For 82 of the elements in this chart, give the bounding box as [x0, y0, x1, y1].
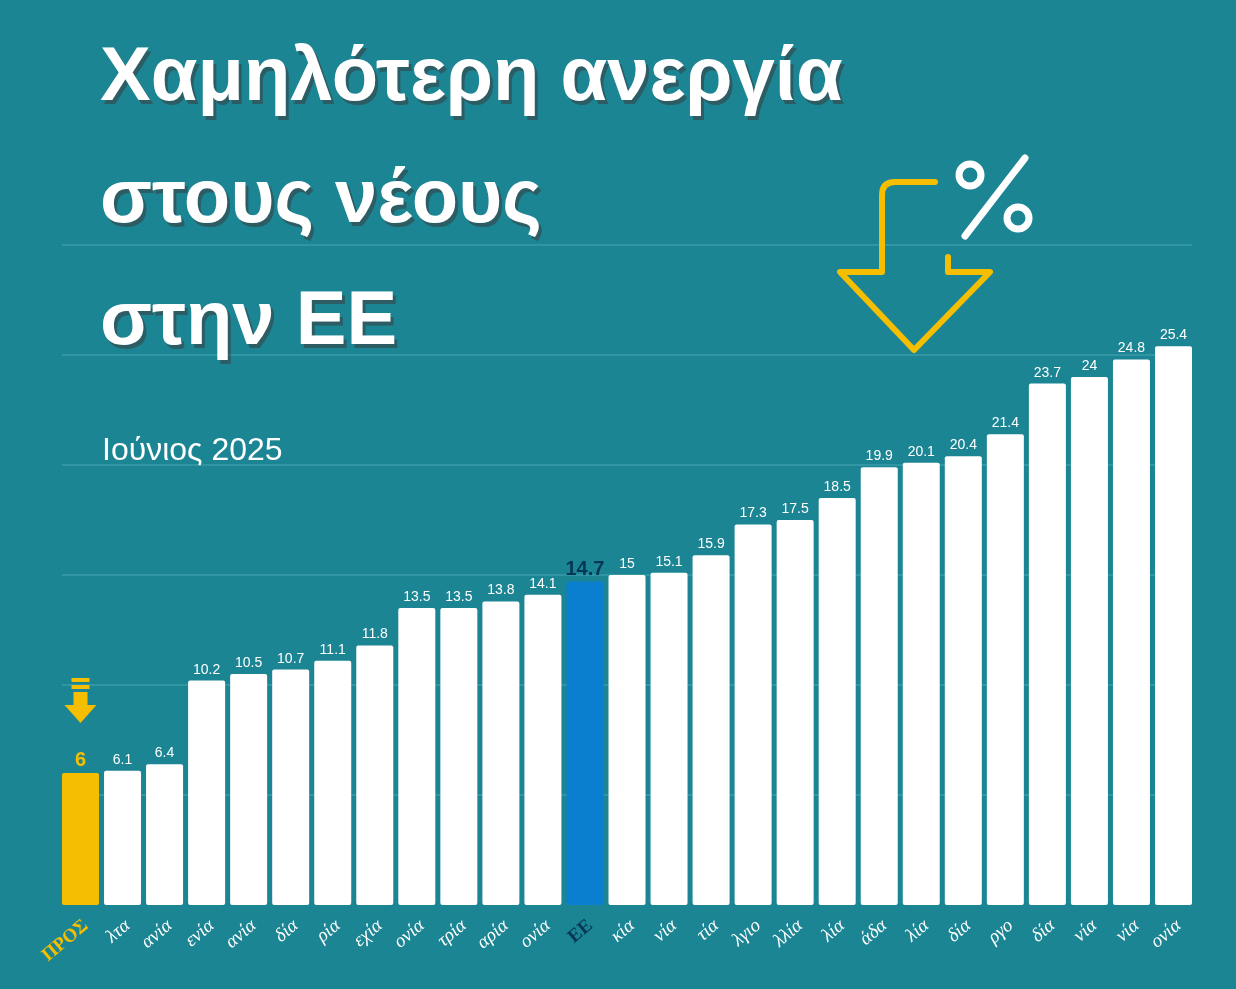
data-label: 17.3: [739, 504, 767, 521]
bar: [902, 462, 940, 905]
data-label: 10.7: [277, 649, 305, 666]
data-label: 18.5: [823, 478, 852, 494]
x-tick-label: ργο: [982, 914, 1017, 948]
x-tick-label: αρία: [472, 913, 513, 953]
data-label: 15.1: [655, 552, 683, 569]
data-label: 14.7: [565, 556, 605, 579]
bar: [482, 601, 520, 905]
x-tick-label: δία: [269, 913, 303, 946]
data-label: 15.9: [697, 535, 725, 552]
x-tick-label: νία: [648, 913, 681, 946]
x-tick-label: λία: [900, 913, 934, 946]
bar: [230, 674, 268, 905]
bar: [1155, 346, 1192, 905]
x-tick-label: λία: [816, 913, 850, 946]
bar: [314, 660, 352, 905]
data-label: 6: [74, 748, 87, 770]
data-label: 21.4: [991, 414, 1020, 431]
data-label: 14.1: [529, 574, 557, 591]
text: Ιούνιος 2025: [102, 431, 283, 467]
bar: [1112, 359, 1150, 905]
x-tick-label: ονία: [1145, 913, 1186, 952]
data-label: 13.5: [403, 588, 431, 604]
x-tick-label: τρία: [432, 913, 471, 951]
data-label: 15: [619, 555, 635, 571]
x-tick-label: ανία: [220, 913, 261, 952]
data-label: 25.4: [1159, 326, 1188, 343]
data-label: 20.1: [907, 442, 936, 459]
data-label: 10.5: [235, 654, 263, 670]
x-tick-label: λλία: [767, 913, 808, 952]
bar: [986, 434, 1024, 905]
bar: [650, 572, 688, 905]
bar: [944, 456, 982, 905]
bar: [566, 581, 604, 905]
x-tick-label: ρία: [310, 913, 345, 947]
bar: [62, 773, 99, 905]
data-label: 24: [1081, 357, 1098, 373]
data-label: 13.5: [445, 588, 473, 604]
bar: [692, 555, 730, 905]
bar: [608, 575, 646, 905]
data-label: 23.7: [1033, 363, 1062, 380]
bar: [146, 764, 184, 905]
data-label: 10.2: [192, 660, 221, 677]
data-label: 17.5: [781, 500, 809, 516]
bar: [860, 467, 898, 905]
data-label: 13.8: [487, 581, 515, 598]
x-tick-label: ΕΕ: [563, 914, 597, 947]
x-tick-label: ονία: [515, 913, 555, 952]
bar: [818, 498, 856, 905]
x-tick-label: λτα: [100, 913, 135, 947]
data-label: 6.1: [112, 750, 133, 767]
data-label: 20.4: [949, 436, 978, 453]
x-tick-label: ενία: [180, 913, 219, 951]
x-tick-label: νία: [1110, 913, 1144, 946]
x-tick-label: τία: [691, 913, 723, 945]
bar: [356, 645, 394, 905]
x-tick-label: δία: [942, 913, 976, 946]
x-tick-label: νία: [1068, 913, 1102, 946]
bar: [104, 770, 142, 905]
bar: [188, 680, 226, 905]
x-tick-label: κία: [605, 913, 639, 946]
chart-title: Χαμηλότερη ανεργία στους νέους στην ΕΕ: [100, 31, 843, 360]
x-tick-label: ονία: [389, 913, 429, 952]
bar: [776, 520, 814, 905]
x-tick-label: εχία: [348, 913, 387, 951]
data-label: 11.8: [361, 625, 389, 642]
bar: [1028, 383, 1066, 905]
bar: [440, 608, 478, 905]
data-label: 6.4: [154, 744, 175, 761]
data-label: 19.9: [865, 447, 894, 464]
x-tick-label: λγιο: [726, 914, 765, 951]
x-tick-label: ανία: [136, 913, 177, 952]
data-label: 11.1: [319, 640, 347, 657]
x-tick-label: άδα: [854, 913, 892, 949]
bar: [272, 669, 310, 905]
data-label: 24.8: [1117, 339, 1146, 356]
bar: [734, 524, 772, 905]
bar: [398, 608, 436, 905]
x-tick-label: δία: [1026, 913, 1060, 946]
bar: [524, 594, 562, 905]
bar: [1070, 377, 1108, 905]
